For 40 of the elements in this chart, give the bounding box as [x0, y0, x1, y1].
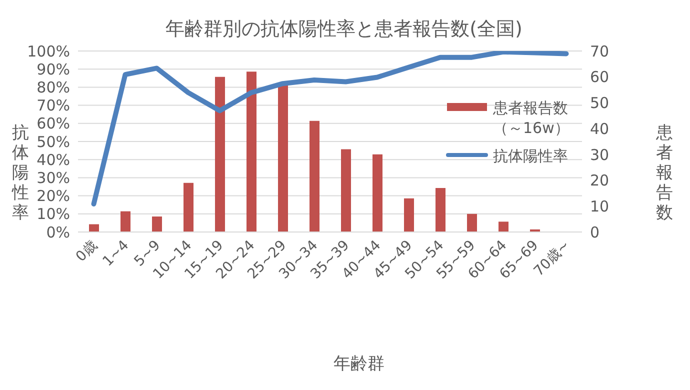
y-tick-label: 100% [27, 42, 70, 60]
y-tick-label: 10% [36, 205, 70, 224]
chart-title: 年齢群別の抗体陽性率と患者報告数(全国) [164, 17, 524, 42]
y-tick-label: 80% [36, 78, 70, 97]
y-tick-label: 60% [36, 114, 70, 133]
bar [89, 224, 99, 232]
y-tick-label: 0% [46, 223, 70, 242]
y-tick-label: 90% [36, 60, 70, 78]
y2-tick-label: 30 [590, 146, 610, 164]
bar [120, 211, 130, 232]
y2-tick-label: 60 [590, 68, 610, 86]
bar [215, 76, 225, 232]
y-tick-label: 40% [36, 150, 70, 169]
bar [404, 198, 414, 232]
x-axis-title: 年齢群 [332, 353, 386, 375]
y2-tick-label: 70 [590, 42, 610, 60]
bar [436, 188, 446, 232]
y2-tick-label: 20 [590, 172, 610, 190]
legend-label: 抗体陽性率 [493, 146, 569, 166]
x-tick-label: 0歳 [73, 238, 101, 266]
y-axis-title: 抗体陽性率 [12, 123, 29, 223]
bar [278, 84, 288, 232]
bar [152, 216, 162, 232]
bar [246, 72, 256, 232]
y2-tick-label: 10 [590, 197, 610, 216]
bar [184, 182, 194, 232]
y-tick-label: 30% [36, 169, 70, 188]
y2-tick-label: 0 [590, 223, 600, 242]
y2-tick-label: 50 [590, 94, 610, 112]
bar [467, 214, 477, 232]
y2-tick-label: 40 [590, 120, 610, 138]
bar [498, 222, 508, 232]
legend-label: 患者報告数（～16w） [493, 98, 570, 138]
bar [372, 154, 382, 232]
y2-axis-title: 患者報告数 [656, 123, 673, 223]
bar [310, 120, 320, 232]
y-tick-label: 50% [36, 132, 70, 151]
bar [341, 149, 351, 232]
y-tick-label: 20% [36, 187, 70, 206]
y-tick-label: 70% [36, 96, 70, 115]
